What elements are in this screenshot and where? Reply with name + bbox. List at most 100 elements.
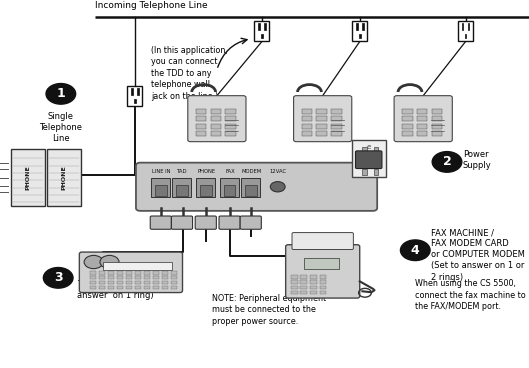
Text: TDD (Set to
answer  on 1 ring): TDD (Set to answer on 1 ring): [77, 280, 153, 300]
Bar: [331, 116, 342, 121]
Text: TAD: TAD: [177, 169, 188, 174]
Bar: [162, 281, 168, 284]
Bar: [225, 116, 236, 121]
Bar: [432, 124, 442, 129]
Bar: [432, 116, 442, 121]
Bar: [224, 185, 235, 196]
Bar: [291, 275, 298, 279]
Bar: [11, 149, 45, 206]
Bar: [90, 271, 96, 275]
FancyBboxPatch shape: [240, 216, 261, 229]
Bar: [302, 124, 312, 129]
Bar: [144, 276, 150, 279]
Bar: [264, 23, 266, 30]
Bar: [320, 286, 326, 289]
FancyBboxPatch shape: [171, 216, 193, 229]
Bar: [291, 291, 298, 294]
Bar: [374, 147, 378, 153]
Bar: [108, 276, 114, 279]
Bar: [153, 281, 159, 284]
Bar: [131, 88, 133, 95]
Bar: [245, 185, 257, 196]
Bar: [117, 271, 123, 275]
Bar: [320, 280, 326, 284]
Bar: [291, 280, 298, 284]
Bar: [402, 116, 413, 121]
Bar: [211, 131, 221, 136]
Text: PHONE: PHONE: [197, 169, 215, 174]
Bar: [153, 286, 159, 289]
Circle shape: [84, 255, 103, 269]
Bar: [402, 131, 413, 136]
Bar: [300, 280, 307, 284]
Bar: [331, 131, 342, 136]
Bar: [320, 291, 326, 294]
Bar: [90, 281, 96, 284]
Text: PHONE: PHONE: [61, 165, 66, 190]
Bar: [162, 286, 168, 289]
Bar: [302, 116, 312, 121]
Bar: [310, 280, 317, 284]
Bar: [137, 88, 139, 95]
Bar: [144, 286, 150, 289]
Text: 2: 2: [443, 155, 451, 169]
Bar: [258, 23, 260, 30]
Bar: [211, 116, 221, 121]
Bar: [155, 185, 167, 196]
Bar: [402, 109, 413, 114]
Bar: [196, 124, 206, 129]
Text: MODEM: MODEM: [241, 169, 261, 174]
Bar: [176, 185, 188, 196]
Bar: [468, 23, 469, 30]
Bar: [304, 258, 339, 269]
Bar: [402, 124, 413, 129]
Bar: [225, 124, 236, 129]
Bar: [171, 281, 177, 284]
Bar: [153, 276, 159, 279]
Bar: [310, 291, 317, 294]
Bar: [331, 124, 342, 129]
Bar: [241, 178, 260, 197]
Bar: [254, 21, 269, 41]
Bar: [162, 271, 168, 275]
Bar: [225, 109, 236, 114]
Bar: [261, 34, 263, 38]
Bar: [316, 131, 327, 136]
FancyBboxPatch shape: [150, 216, 171, 229]
Text: NOTE: Peripheral equipment
must be connected to the
proper power source.: NOTE: Peripheral equipment must be conne…: [212, 294, 326, 326]
Bar: [117, 281, 123, 284]
Bar: [162, 276, 168, 279]
Circle shape: [46, 84, 76, 104]
Bar: [196, 131, 206, 136]
Text: PHONE: PHONE: [25, 165, 30, 190]
Bar: [316, 116, 327, 121]
Circle shape: [432, 152, 462, 172]
Bar: [135, 276, 141, 279]
FancyBboxPatch shape: [195, 216, 216, 229]
Bar: [432, 109, 442, 114]
Bar: [126, 281, 132, 284]
Text: LINE IN: LINE IN: [152, 169, 170, 174]
Bar: [316, 109, 327, 114]
Bar: [196, 116, 206, 121]
Bar: [291, 286, 298, 289]
Bar: [135, 286, 141, 289]
Text: e: e: [367, 144, 371, 149]
FancyBboxPatch shape: [294, 96, 352, 142]
Bar: [417, 124, 427, 129]
Bar: [374, 169, 378, 175]
Bar: [153, 271, 159, 275]
Bar: [47, 149, 81, 206]
FancyBboxPatch shape: [355, 151, 382, 169]
Bar: [117, 276, 123, 279]
FancyBboxPatch shape: [188, 96, 246, 142]
Bar: [462, 23, 463, 30]
FancyBboxPatch shape: [286, 245, 360, 298]
Bar: [417, 131, 427, 136]
Bar: [211, 109, 221, 114]
Text: 4: 4: [411, 244, 419, 257]
Bar: [464, 34, 467, 38]
Bar: [135, 281, 141, 284]
Bar: [151, 178, 170, 197]
Circle shape: [400, 240, 430, 261]
